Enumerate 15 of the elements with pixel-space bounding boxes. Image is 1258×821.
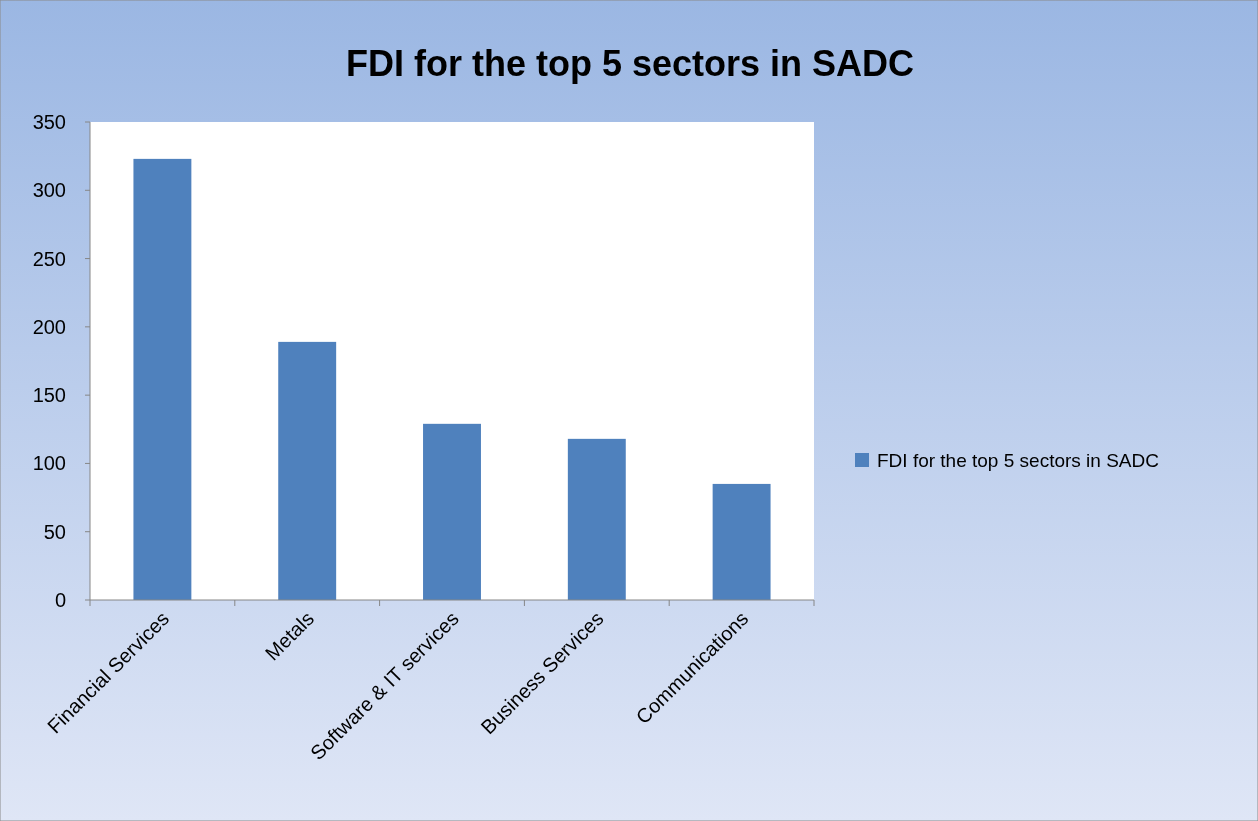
bar bbox=[423, 423, 481, 600]
y-tick-label: 300 bbox=[32, 179, 66, 202]
bar bbox=[712, 483, 771, 600]
y-tick-label: 250 bbox=[32, 247, 66, 270]
bar bbox=[278, 341, 337, 600]
y-tick-label: 50 bbox=[43, 520, 66, 543]
y-tick-label: 150 bbox=[32, 384, 66, 407]
y-tick-label: 350 bbox=[32, 111, 66, 133]
y-tick-label: 100 bbox=[32, 452, 66, 475]
legend-label: FDI for the top 5 sectors in SADC bbox=[877, 449, 1159, 471]
y-tick-label: 200 bbox=[32, 315, 66, 338]
chart-title: FDI for the top 5 sectors in SADC bbox=[345, 43, 915, 84]
bar bbox=[567, 438, 626, 600]
bar bbox=[133, 158, 192, 600]
y-tick-label: 0 bbox=[54, 589, 66, 611]
